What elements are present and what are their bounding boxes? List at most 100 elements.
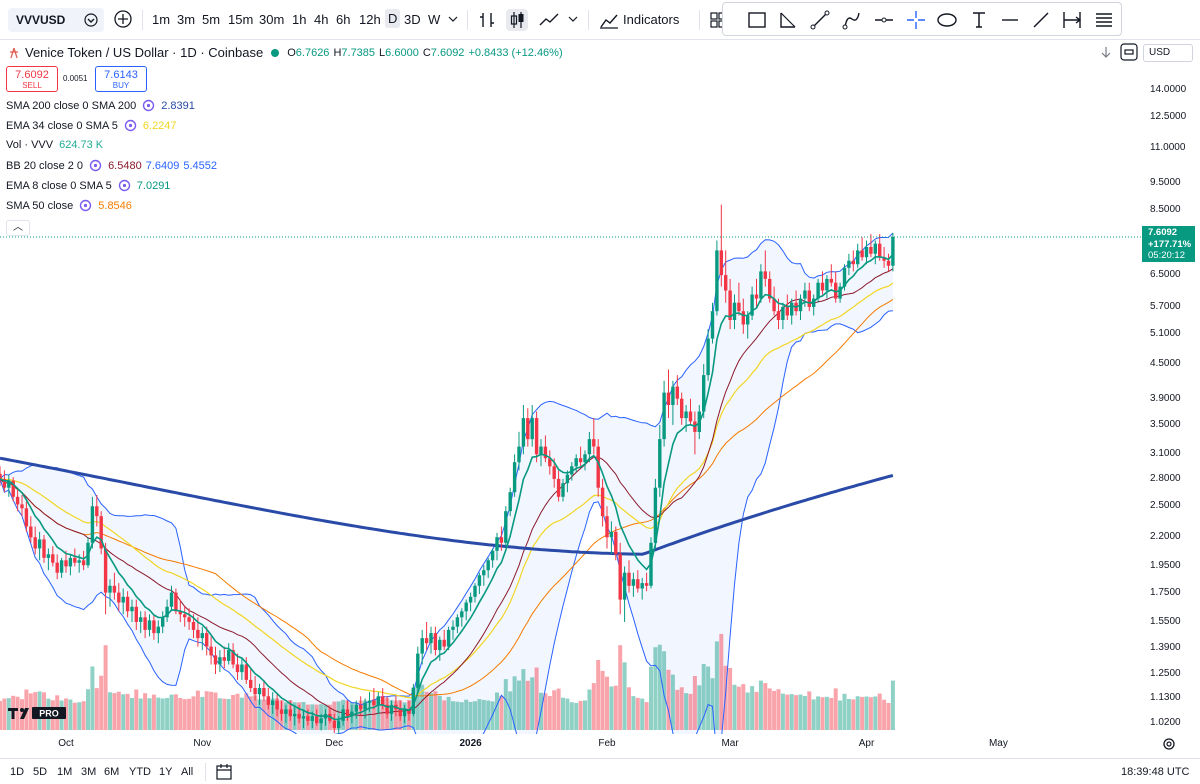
candle-body bbox=[51, 554, 55, 563]
price-tick-label: 5.1000 bbox=[1150, 327, 1181, 339]
toolbar-divider bbox=[142, 10, 143, 30]
currency-selector[interactable]: USD bbox=[1143, 44, 1193, 62]
text-tool-icon[interactable] bbox=[968, 9, 990, 31]
candle-body bbox=[869, 247, 873, 254]
more-tools-icon[interactable] bbox=[1093, 9, 1115, 31]
candle-body bbox=[847, 260, 851, 268]
volume-bar bbox=[138, 698, 143, 730]
date-range-tool-icon[interactable] bbox=[1061, 9, 1083, 31]
indicators-icon[interactable] bbox=[598, 9, 620, 31]
line-style-icon[interactable] bbox=[538, 9, 560, 31]
candle-body bbox=[785, 306, 789, 316]
candle-body bbox=[842, 267, 847, 287]
indicator-source-icon[interactable] bbox=[89, 159, 102, 172]
candle-body bbox=[200, 633, 204, 639]
range-1d[interactable]: 1D bbox=[10, 766, 25, 778]
range-3m[interactable]: 3M bbox=[81, 766, 97, 778]
time-axis[interactable]: Oct Nov Dec 2026 Feb Mar Apr May bbox=[0, 734, 1141, 754]
path-tool-icon[interactable] bbox=[841, 9, 863, 31]
indicator-source-icon[interactable] bbox=[118, 179, 131, 192]
candle-body bbox=[618, 554, 622, 600]
countdown: 05:20:12 bbox=[1148, 250, 1185, 261]
price-tick-label: 5.7000 bbox=[1150, 300, 1181, 312]
rectangle-tool-icon[interactable] bbox=[746, 9, 768, 31]
interval-1h[interactable]: 1h bbox=[292, 12, 307, 27]
candle-body bbox=[130, 606, 134, 612]
compare-symbol-icon[interactable] bbox=[113, 9, 133, 29]
indicator-source-icon[interactable] bbox=[142, 99, 155, 112]
ellipse-tool-icon[interactable] bbox=[936, 9, 958, 31]
range-1y[interactable]: 1Y bbox=[159, 766, 173, 778]
trend-line-tool-icon[interactable] bbox=[809, 9, 831, 31]
indicator-source-icon[interactable] bbox=[79, 199, 92, 212]
ray-tool-icon[interactable] bbox=[1030, 9, 1052, 31]
interval-4h[interactable]: 4h bbox=[314, 12, 329, 27]
utc-clock[interactable]: 18:39:48 UTC bbox=[1121, 766, 1190, 778]
candles-style-icon[interactable] bbox=[506, 9, 528, 31]
candle-body bbox=[477, 575, 482, 586]
candle-body bbox=[495, 537, 499, 551]
price-axis[interactable]: 14.0000 12.5000 11.0000 9.5000 8.5000 6.5000 5… bbox=[1141, 40, 1200, 734]
interval-6h[interactable]: 6h bbox=[336, 12, 351, 27]
candle-body bbox=[288, 709, 292, 717]
candle-body bbox=[169, 592, 174, 607]
auto-scale-icon[interactable] bbox=[1120, 43, 1138, 61]
volume-bar bbox=[28, 693, 33, 730]
range-5d[interactable]: 5D bbox=[33, 766, 48, 778]
volume-bar bbox=[257, 699, 262, 730]
horizontal-line-tool-icon[interactable] bbox=[999, 9, 1021, 31]
source-toggle-icon[interactable] bbox=[84, 13, 98, 27]
interval-1w[interactable]: W bbox=[428, 12, 441, 27]
bars-style-icon[interactable] bbox=[476, 9, 498, 31]
ohlc-high: H7.7385 bbox=[333, 47, 375, 59]
indicator-row[interactable]: BB 20 close 2 0 6.5480 7.6409 5.4552 bbox=[6, 159, 221, 172]
scroll-to-latest-icon[interactable] bbox=[1099, 45, 1113, 59]
high-label: H bbox=[333, 46, 342, 59]
interval-30m[interactable]: 30m bbox=[259, 12, 285, 27]
crosshair-tool-icon[interactable] bbox=[905, 9, 927, 31]
indicator-row[interactable]: Vol · VVV 624.73 K bbox=[6, 139, 107, 151]
buy-button[interactable]: 7.6143 BUY bbox=[95, 66, 147, 92]
volume-bar bbox=[692, 676, 697, 730]
indicators-button[interactable]: Indicators bbox=[623, 12, 680, 27]
candle-body bbox=[706, 338, 710, 376]
candle-body bbox=[402, 709, 407, 717]
interval-1d[interactable]: D bbox=[385, 9, 401, 28]
legend-collapse-button[interactable]: ︿ bbox=[6, 220, 30, 236]
sell-button[interactable]: 7.6092 SELL bbox=[6, 66, 58, 92]
chart-type-dropdown-icon[interactable] bbox=[567, 13, 579, 25]
interval-12h[interactable]: 12h bbox=[359, 12, 381, 27]
candle-body bbox=[341, 709, 345, 721]
interval-5m[interactable]: 5m bbox=[202, 12, 221, 27]
venice-logo-icon bbox=[10, 47, 18, 58]
interval-dropdown-icon[interactable] bbox=[447, 13, 459, 25]
interval-15m[interactable]: 15m bbox=[228, 12, 254, 27]
chart-settings-icon[interactable] bbox=[1162, 737, 1176, 751]
interval-3m[interactable]: 3m bbox=[177, 12, 196, 27]
range-all[interactable]: All bbox=[181, 766, 194, 778]
candle-body bbox=[117, 592, 121, 603]
candle-body bbox=[103, 548, 108, 593]
indicator-row[interactable]: SMA 200 close 0 SMA 200 2.8391 bbox=[6, 99, 199, 112]
indicator-row[interactable]: EMA 8 close 0 SMA 5 7.0291 bbox=[6, 179, 174, 192]
volume-bar bbox=[195, 690, 200, 730]
volume-bar bbox=[446, 696, 451, 730]
price-chart[interactable] bbox=[0, 40, 1141, 734]
angle-tool-icon[interactable] bbox=[777, 9, 799, 31]
go-to-date-icon[interactable] bbox=[215, 763, 233, 781]
volume-bar bbox=[640, 698, 645, 730]
candle-body bbox=[790, 302, 794, 316]
candle-body bbox=[539, 446, 543, 455]
interval-1m[interactable]: 1m bbox=[152, 12, 171, 27]
range-6m[interactable]: 6M bbox=[104, 766, 120, 778]
indicator-row[interactable]: EMA 34 close 0 SMA 5 6.2247 bbox=[6, 119, 181, 132]
candle-body bbox=[433, 633, 438, 650]
indicator-source-icon[interactable] bbox=[124, 119, 137, 132]
indicator-row[interactable]: SMA 50 close 5.8546 bbox=[6, 199, 136, 212]
toolbar-divider bbox=[588, 10, 589, 30]
interval-3d[interactable]: 3D bbox=[404, 12, 421, 27]
range-ytd[interactable]: YTD bbox=[129, 766, 151, 778]
symbol-search[interactable]: VVVUSD bbox=[8, 8, 104, 32]
range-1m[interactable]: 1M bbox=[57, 766, 73, 778]
horizontal-ray-tool-icon[interactable] bbox=[873, 9, 895, 31]
